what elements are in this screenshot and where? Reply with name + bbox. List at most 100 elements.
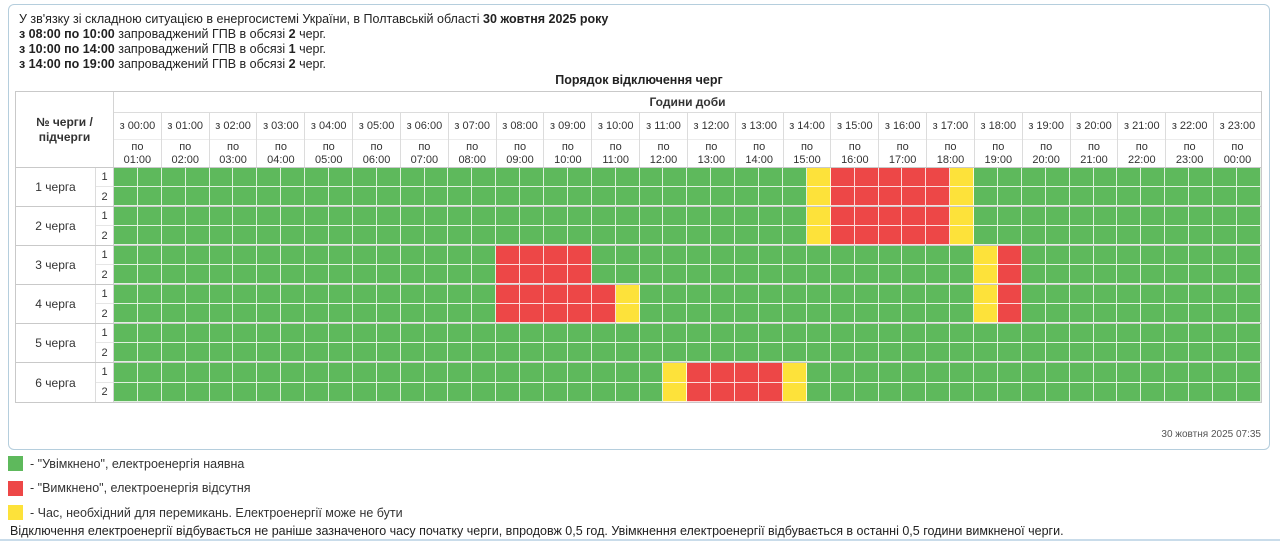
cell-off <box>735 363 760 383</box>
hours-of-day-header: Години доби <box>114 92 1261 113</box>
subqueue-row: 2 <box>96 382 1261 402</box>
cell-on <box>1021 285 1046 304</box>
hour-from-label: з 12:00 <box>687 113 735 140</box>
cell-on <box>114 382 138 402</box>
cell-on <box>209 168 234 187</box>
cell-on <box>950 265 975 284</box>
cell-on <box>1069 324 1094 343</box>
cell-on <box>735 226 760 245</box>
cell-on <box>305 343 330 362</box>
cell-on <box>137 304 162 323</box>
cell-on <box>615 343 640 362</box>
cell-on <box>854 246 879 265</box>
cell-on <box>1021 265 1046 284</box>
cell-on <box>1212 246 1237 265</box>
hour-from-label: з 18:00 <box>974 113 1022 140</box>
hour-to-word: по <box>370 140 383 153</box>
cell-on <box>639 382 664 402</box>
hour-to-time: 19:00 <box>984 153 1013 166</box>
hour-to-word: по <box>753 140 766 153</box>
table-title: Порядок відключення черг <box>555 73 723 87</box>
cell-off <box>520 304 545 323</box>
bottom-divider <box>0 539 1280 541</box>
cell-on <box>974 343 998 362</box>
cell-on <box>1045 363 1070 383</box>
cell-off <box>711 382 736 402</box>
cell-off <box>878 226 903 245</box>
cell-on <box>400 343 425 362</box>
intro-text-bold: з 14:00 по 19:00 <box>19 57 115 71</box>
cell-on <box>782 285 807 304</box>
hour-to-time: 20:00 <box>1032 153 1060 166</box>
cell-on <box>376 168 401 187</box>
cell-on <box>591 363 616 383</box>
hour-column-header: з 16:00 по 17:00 <box>879 113 928 167</box>
cell-on <box>1069 168 1094 187</box>
cell-off <box>854 207 879 226</box>
cell-on <box>376 285 401 304</box>
cell-on <box>711 207 736 226</box>
hour-column-header: з 14:00 по 15:00 <box>783 113 832 167</box>
cell-off <box>926 226 951 245</box>
hour-to-word: по <box>705 140 718 153</box>
cell-on <box>687 207 712 226</box>
cell-on <box>114 168 138 187</box>
cell-off <box>830 168 855 187</box>
cell-on <box>305 246 330 265</box>
cell-on <box>997 168 1022 187</box>
hour-column-header: з 17:00 по 18:00 <box>927 113 975 167</box>
cell-on <box>448 363 473 383</box>
subqueue-row: 2 <box>96 226 1261 245</box>
queue-group: 1 черга 1 2 <box>16 168 1261 207</box>
intro-text-bold: 30 жовтня 2025 року <box>483 12 609 26</box>
cell-on <box>1069 382 1094 402</box>
cell-off <box>735 382 760 402</box>
cell-on <box>1165 343 1190 362</box>
cell-switching <box>974 265 998 284</box>
cell-on <box>305 304 330 323</box>
cell-on <box>711 168 736 187</box>
queue-label: 4 черга <box>16 285 96 323</box>
cell-on <box>257 187 282 206</box>
cell-on <box>997 207 1022 226</box>
legend-item: - "Увімкнено", електроенергія наявна <box>8 456 403 471</box>
cell-on <box>400 363 425 383</box>
legend-label: - "Вимкнено", електроенергія відсутня <box>30 481 251 495</box>
cell-on <box>974 363 998 383</box>
cell-on <box>735 187 760 206</box>
cell-on <box>711 324 736 343</box>
cell-on <box>352 226 377 245</box>
hour-column-header: з 00:00 по 01:00 <box>114 113 162 167</box>
slot-strip <box>114 285 1261 304</box>
cell-on <box>711 187 736 206</box>
cell-on <box>1045 304 1070 323</box>
cell-on <box>1236 265 1261 284</box>
hour-to-time: 18:00 <box>936 153 965 166</box>
cell-on <box>1212 304 1237 323</box>
cell-on <box>424 304 449 323</box>
cell-on <box>376 226 401 245</box>
cell-on <box>663 246 688 265</box>
cell-on <box>185 324 210 343</box>
slot-strip <box>114 304 1261 323</box>
cell-on <box>137 265 162 284</box>
hour-from-label: з 15:00 <box>831 113 879 140</box>
subqueue-row: 2 <box>96 265 1261 284</box>
cell-on <box>185 363 210 383</box>
cell-on <box>352 207 377 226</box>
cell-on <box>472 246 497 265</box>
cell-on <box>615 187 640 206</box>
cell-on <box>1141 304 1166 323</box>
cell-on <box>1117 363 1142 383</box>
cell-on <box>663 226 688 245</box>
hour-to-label: по 04:00 <box>257 140 304 167</box>
cell-off <box>711 363 736 383</box>
cell-on <box>806 265 831 284</box>
cell-on <box>759 304 783 323</box>
hour-column-headers: з 00:00 по 01:00 з 01:00 по 02:00 з 02:00 по 03:… <box>114 113 1261 167</box>
cell-off <box>544 265 568 284</box>
cell-on <box>520 382 545 402</box>
cell-on <box>711 226 736 245</box>
cell-on <box>782 343 807 362</box>
